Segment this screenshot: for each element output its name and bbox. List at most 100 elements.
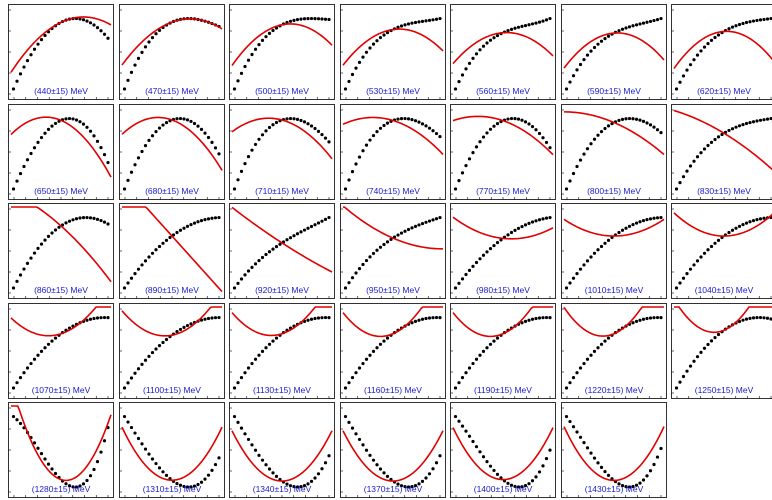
data-point xyxy=(460,277,465,281)
data-point xyxy=(385,474,389,478)
data-point xyxy=(260,349,265,353)
data-point xyxy=(92,216,96,221)
data-point xyxy=(457,80,461,84)
data-point xyxy=(495,335,500,340)
data-point xyxy=(567,380,572,384)
data-point xyxy=(606,34,610,38)
data-point xyxy=(674,186,679,191)
data-point xyxy=(346,79,351,84)
data-point xyxy=(713,241,717,245)
data-point xyxy=(488,127,493,131)
data-point xyxy=(122,414,126,419)
data-point xyxy=(592,349,596,353)
data-point xyxy=(713,137,717,141)
data-point xyxy=(727,27,731,31)
data-point xyxy=(357,437,361,442)
data-point xyxy=(420,479,424,483)
data-point xyxy=(548,448,552,452)
data-point xyxy=(748,220,752,224)
panel-svg: (1430±15) MeV xyxy=(560,402,667,498)
fit-curve xyxy=(562,426,665,482)
data-point xyxy=(150,251,154,255)
chart-panel: (1280±15) MeV xyxy=(8,402,114,498)
data-point xyxy=(460,73,465,77)
data-point xyxy=(32,251,37,255)
data-point xyxy=(734,24,738,28)
data-point xyxy=(430,315,435,319)
data-point xyxy=(313,316,317,320)
data-point xyxy=(592,251,596,255)
data-point xyxy=(313,17,317,21)
data-point xyxy=(302,484,307,488)
data-point xyxy=(751,219,756,223)
data-point xyxy=(302,17,307,21)
data-point xyxy=(364,448,368,452)
data-point xyxy=(402,116,407,120)
data-point xyxy=(430,128,435,132)
data-point xyxy=(574,430,579,434)
data-point xyxy=(567,419,572,424)
data-point xyxy=(267,467,272,471)
data-point xyxy=(188,223,193,227)
chart-panel: (1100±15) MeV xyxy=(118,302,225,399)
data-point xyxy=(488,38,493,42)
data-point xyxy=(167,235,172,240)
data-point xyxy=(378,245,382,249)
data-point xyxy=(495,241,500,245)
data-point xyxy=(478,257,482,261)
panel-svg: (1400±15) MeV xyxy=(450,402,556,498)
data-point xyxy=(616,230,621,235)
data-point xyxy=(581,152,586,156)
data-point xyxy=(720,132,724,136)
data-point xyxy=(374,345,379,349)
data-point xyxy=(578,365,582,370)
data-point xyxy=(648,469,652,473)
data-point xyxy=(585,357,589,361)
data-point xyxy=(85,318,89,322)
data-point xyxy=(409,485,414,489)
data-point xyxy=(257,42,261,47)
data-point xyxy=(232,186,237,191)
data-point xyxy=(143,447,147,451)
panel-label: (1310±15) MeV xyxy=(142,484,201,494)
data-point xyxy=(762,17,766,22)
data-point xyxy=(592,45,596,50)
data-point xyxy=(346,380,351,384)
data-point xyxy=(599,342,603,346)
data-point xyxy=(74,117,79,122)
data-point xyxy=(136,366,140,370)
data-point xyxy=(520,24,524,29)
fit-curve xyxy=(563,218,664,237)
data-point xyxy=(716,238,721,242)
data-point xyxy=(741,223,745,227)
panel-svg: (950±15) MeV xyxy=(339,203,446,299)
data-point xyxy=(495,121,500,125)
data-point xyxy=(516,485,521,489)
data-point xyxy=(74,485,79,489)
data-point xyxy=(655,17,659,22)
data-point xyxy=(260,458,265,462)
panel-label: (1130±15) MeV xyxy=(253,385,311,395)
data-point xyxy=(143,358,147,362)
data-point xyxy=(574,271,579,276)
data-point xyxy=(353,370,358,374)
data-point xyxy=(471,150,475,154)
data-point xyxy=(92,133,96,137)
data-point xyxy=(637,118,642,122)
data-point xyxy=(688,163,693,168)
data-point xyxy=(292,485,296,489)
data-point xyxy=(192,121,196,125)
data-point xyxy=(250,265,254,269)
data-point xyxy=(399,484,403,488)
data-point xyxy=(316,472,321,476)
data-point xyxy=(236,281,240,285)
data-point xyxy=(437,16,442,21)
data-point xyxy=(681,74,686,78)
data-point xyxy=(481,349,486,353)
data-point xyxy=(702,346,707,350)
data-point xyxy=(530,479,535,483)
data-point xyxy=(129,375,133,380)
fit-curve xyxy=(231,430,333,482)
chart-panel: (590±15) MeV xyxy=(560,4,667,100)
data-point xyxy=(644,20,649,24)
